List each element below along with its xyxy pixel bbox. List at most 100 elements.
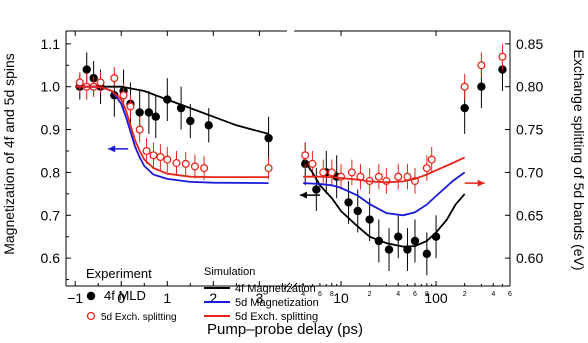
data-point — [498, 43, 507, 70]
x-linear-tick-label: 0 — [117, 290, 125, 306]
point-marker — [365, 215, 374, 224]
data-point — [204, 108, 213, 143]
arrow-left — [108, 145, 129, 153]
x-log-minor-tick-label: 2 — [368, 291, 372, 298]
y-right-tick-label: 0.60 — [516, 250, 543, 266]
x-log-tick-label: 100 — [424, 290, 448, 306]
legend-simulation: Simulation 4f Magnetization 5d Magnetiza… — [204, 266, 319, 323]
legend-label-4f-magnetization: 4f Magnetization — [235, 283, 316, 295]
data-point — [431, 215, 441, 259]
y-left-tick-label: 0.7 — [41, 207, 61, 223]
y-right-tick-label: 0.65 — [516, 207, 543, 223]
x-log-minor-tick-label: 4 — [301, 291, 305, 298]
point-marker — [374, 172, 383, 181]
point-marker — [204, 121, 213, 130]
point-marker — [403, 245, 412, 254]
legend-label-5d-exch-splitting-exp: 5d Exch. splitting — [101, 312, 177, 323]
data-point — [264, 157, 273, 180]
series-5d-exch-splitting-points — [75, 43, 507, 194]
point-marker — [119, 91, 128, 100]
x-log-minor-tick-label: 6 — [413, 291, 417, 298]
y-right-tick-label: 0.80 — [516, 79, 543, 95]
data-point — [308, 151, 317, 177]
data-point — [156, 144, 165, 170]
y-left-tick-label: 0.6 — [41, 250, 61, 266]
x-linear-tick-label: 3 — [255, 290, 263, 306]
legend-marker-4f-mld — [86, 291, 96, 301]
x-log-minor-tick-label: 6 — [508, 291, 512, 298]
y-right-tick-label: 0.75 — [516, 122, 543, 138]
data-point — [163, 146, 172, 173]
point-marker — [382, 176, 391, 186]
x-log-minor-tick-label: 2 — [463, 291, 467, 298]
point-marker — [186, 116, 195, 126]
arrow-head — [299, 191, 307, 199]
point-marker — [384, 245, 394, 254]
point-marker — [410, 236, 420, 246]
data-point — [149, 142, 158, 169]
data-point — [394, 215, 403, 259]
point-marker — [460, 103, 469, 113]
legend-simulation-title: Simulation — [204, 266, 255, 278]
axis-break-mark — [290, 282, 298, 290]
point-marker — [135, 108, 144, 117]
y-left-tick-label: 1.1 — [41, 36, 61, 52]
x-log-tick-label: 10 — [333, 290, 349, 306]
point-marker — [110, 74, 119, 83]
x-linear-tick-label: 2 — [209, 290, 217, 306]
point-marker — [327, 168, 336, 177]
data-point — [365, 198, 374, 241]
point-marker — [431, 232, 441, 241]
data-point — [110, 67, 119, 90]
point-marker — [96, 78, 105, 87]
data-point — [427, 146, 436, 173]
y-axis-label-left: Magnetization of 4f and 5d spins — [1, 53, 17, 255]
x-linear-tick-label: −1 — [67, 290, 83, 306]
data-point — [374, 163, 383, 190]
point-marker — [135, 125, 144, 134]
data-point — [410, 219, 420, 263]
series-layer — [75, 43, 507, 276]
series-4f-mld-points — [75, 48, 507, 276]
point-marker — [477, 61, 486, 70]
point-marker — [264, 164, 273, 173]
point-marker — [172, 158, 181, 168]
point-marker — [460, 82, 469, 91]
point-marker — [312, 185, 321, 194]
point-marker — [353, 206, 362, 216]
data-point — [312, 168, 321, 211]
legend-label-5d-exch-splitting-sim: 5d Exch. splitting — [235, 311, 318, 323]
data-point — [344, 181, 353, 224]
point-marker — [319, 168, 328, 177]
data-point — [190, 154, 199, 179]
legend-marker-5d-exch-splitting — [86, 311, 96, 321]
axis-ticks: 0.6 0.7 0.8 0.9 1.0 1.1 0.60 0.65 0.70 0.75 0.80 0.… — [41, 31, 543, 306]
data-point — [382, 168, 391, 194]
data-point — [264, 116, 273, 160]
data-point — [384, 228, 394, 271]
point-marker — [498, 52, 507, 61]
x-log-minor-tick-label: 8 — [425, 291, 429, 298]
data-point — [126, 94, 135, 119]
series-line — [75, 85, 466, 184]
point-marker — [82, 65, 91, 74]
x-axis-label: Pump–probe delay (ps) — [207, 321, 363, 338]
data-point — [336, 163, 346, 190]
point-marker — [264, 133, 273, 143]
point-marker — [301, 151, 310, 160]
point-marker — [477, 82, 486, 91]
series-5d-exch-splitting-line — [75, 85, 466, 184]
y-axis-label-right: Exchange splitting of 5d bands (eV) — [571, 49, 587, 270]
axis-break-mark — [283, 282, 291, 290]
point-marker — [181, 159, 190, 168]
arrow-head — [108, 145, 116, 153]
data-point — [356, 163, 365, 190]
data-point — [422, 155, 431, 181]
data-point — [460, 73, 469, 100]
point-marker — [394, 232, 403, 241]
x-log-minor-tick-label: 6 — [318, 291, 322, 298]
x-linear-tick-label: 1 — [163, 290, 171, 306]
point-marker — [151, 112, 160, 121]
data-point — [347, 159, 356, 186]
point-marker — [126, 102, 135, 111]
